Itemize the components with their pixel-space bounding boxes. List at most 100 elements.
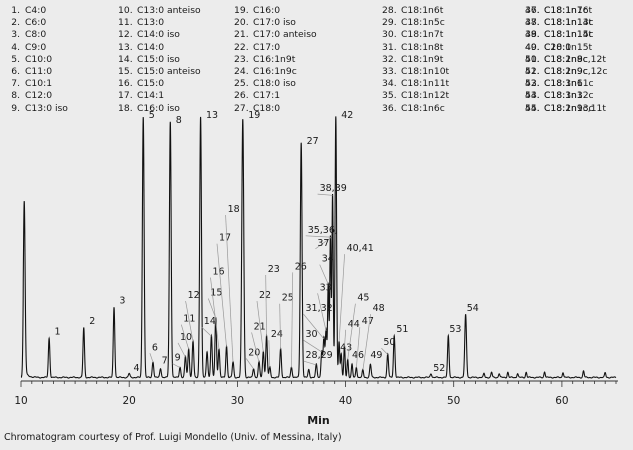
legend-item: 39. C18:1n14t bbox=[525, 29, 592, 41]
peak-leader-line bbox=[381, 347, 388, 355]
legend-item: 9. C13:0 iso bbox=[6, 103, 68, 115]
legend-number: 33. bbox=[382, 66, 397, 77]
legend-compound: C15:0 bbox=[137, 78, 165, 90]
peak-label: 14 bbox=[204, 316, 216, 327]
legend-number: 18. bbox=[118, 102, 133, 114]
legend-compound: C4:0 bbox=[25, 5, 47, 16]
legend-compound: C18:1n10t bbox=[401, 66, 450, 77]
peak-label: 18 bbox=[228, 204, 240, 215]
legend-number: 22. bbox=[234, 41, 249, 53]
peak-label: 10 bbox=[180, 332, 192, 343]
legend-compound: C10:0 bbox=[25, 53, 53, 65]
legend-item: 11. C13:0 bbox=[118, 17, 164, 29]
peak-label: 31,32 bbox=[306, 303, 333, 314]
peak-label: 16 bbox=[213, 267, 225, 278]
legend-number: 52. bbox=[525, 78, 540, 90]
peak-leader-line bbox=[303, 339, 322, 353]
legend-item: 5. C10:0 bbox=[6, 54, 52, 66]
legend-number: 50. bbox=[525, 53, 540, 65]
legend-number: 35. bbox=[382, 90, 397, 102]
legend-number: 3. bbox=[11, 29, 20, 41]
legend-compound: C18:2n9c,12t bbox=[544, 53, 606, 65]
legend-item: 50. C18:2n9c,12t bbox=[525, 54, 606, 66]
legend-item: 54. C18:2n9c,11t bbox=[525, 103, 606, 115]
legend-compound: C14:0 iso bbox=[137, 29, 180, 41]
legend-compound: C18:1n5c bbox=[401, 17, 445, 29]
legend-compound: C18:1n16t bbox=[544, 5, 593, 16]
legend-item: 14. C15:0 iso bbox=[118, 54, 180, 66]
legend-number: 40. bbox=[525, 41, 540, 53]
legend-number: 38. bbox=[525, 17, 540, 29]
legend-item: 25. C18:0 iso bbox=[234, 78, 296, 90]
legend-number: 14. bbox=[118, 53, 133, 65]
legend-compound: C18:0 iso bbox=[253, 78, 296, 90]
legend-compound: C18:1n15c bbox=[544, 29, 594, 41]
legend-compound: C18:1n13t bbox=[544, 17, 593, 29]
peak-leader-line bbox=[180, 324, 190, 350]
peak-label: 43 bbox=[340, 342, 352, 353]
peak-label: 15 bbox=[210, 288, 222, 299]
legend-number: 9. bbox=[11, 102, 20, 114]
peak-leader-line bbox=[362, 314, 371, 371]
legend-number: 45. bbox=[525, 102, 540, 114]
legend-number: 16. bbox=[118, 78, 133, 90]
x-tick-label: 10 bbox=[14, 395, 27, 407]
legend-number: 34. bbox=[382, 78, 397, 90]
legend-item: 30. C18:1n7t bbox=[382, 29, 443, 41]
legend-compound: C18:2n9c,11t bbox=[544, 102, 606, 114]
legend-item: 18. C16:0 iso bbox=[118, 103, 180, 115]
peak-label: 24 bbox=[271, 329, 283, 340]
peak-leader-line bbox=[251, 332, 260, 363]
legend-number: 53. bbox=[525, 90, 540, 102]
peak-leader-line bbox=[305, 235, 331, 238]
legend-number: 11. bbox=[118, 17, 133, 29]
peak-label: 13 bbox=[206, 110, 218, 121]
legend-compound: C13:0 bbox=[137, 17, 165, 29]
peak-label: 30 bbox=[306, 329, 318, 340]
peak-leader-line bbox=[216, 243, 227, 347]
compound-legend: 1. C4:0 2. C6:0 3. C8:0 4. C9:0 5. C10:0 6. C11:0 7.… bbox=[0, 0, 633, 115]
legend-number: 28. bbox=[382, 5, 397, 16]
peak-label: 9 bbox=[175, 353, 181, 364]
legend-item: 20. C17:0 iso bbox=[234, 17, 296, 29]
peak-leader-line bbox=[347, 303, 356, 360]
legend-item: 43. C18:1n11c bbox=[525, 78, 594, 90]
legend-number: 21. bbox=[234, 29, 249, 41]
legend-compound: C12:0 bbox=[25, 90, 53, 102]
peak-label: 12 bbox=[188, 290, 200, 301]
legend-compound: C17:0 iso bbox=[253, 17, 296, 29]
peak-leader-line bbox=[207, 298, 217, 319]
legend-compound: C18:1n15t bbox=[544, 41, 593, 53]
peak-label: 53 bbox=[449, 324, 461, 335]
legend-compound: C14:1 bbox=[137, 90, 165, 102]
peak-leader-line bbox=[356, 327, 361, 368]
legend-number: 48. bbox=[525, 29, 540, 41]
peak-label: 37 bbox=[317, 238, 329, 249]
peak-label: 2 bbox=[89, 316, 95, 327]
legend-compound: C18:1n13c bbox=[544, 102, 594, 114]
peak-leader-line bbox=[210, 277, 220, 350]
legend-item: 6. C11:0 bbox=[6, 66, 52, 78]
peak-leader-line bbox=[317, 293, 327, 332]
legend-number: 2. bbox=[11, 17, 20, 29]
legend-compound: C18:1n14t bbox=[544, 29, 593, 41]
peak-label: 27 bbox=[307, 136, 319, 147]
peak-leader-line bbox=[256, 301, 264, 352]
peak-label: 6 bbox=[152, 342, 158, 353]
peak-leader-line bbox=[149, 353, 154, 363]
legend-compound: C18:3n3 bbox=[544, 90, 583, 102]
legend-item: 4. C9:0 bbox=[6, 42, 46, 54]
legend-item: 34. C18:1n11t bbox=[382, 78, 449, 90]
legend-number: 31. bbox=[382, 41, 397, 53]
legend-number: 51. bbox=[525, 66, 540, 77]
peak-label: 5 bbox=[149, 110, 155, 121]
peak-label: 38,39 bbox=[320, 183, 347, 194]
peak-label: 50 bbox=[383, 337, 395, 348]
legend-item: 10. C13:0 anteiso bbox=[118, 5, 201, 17]
peak-label: 34 bbox=[322, 254, 334, 265]
legend-number: 54. bbox=[525, 102, 540, 114]
legend-item: 44. C18:1n12c bbox=[525, 90, 594, 102]
legend-compound: C17:0 bbox=[253, 41, 281, 53]
peak-label: 8 bbox=[176, 115, 182, 126]
peak-leader-line bbox=[245, 358, 254, 370]
